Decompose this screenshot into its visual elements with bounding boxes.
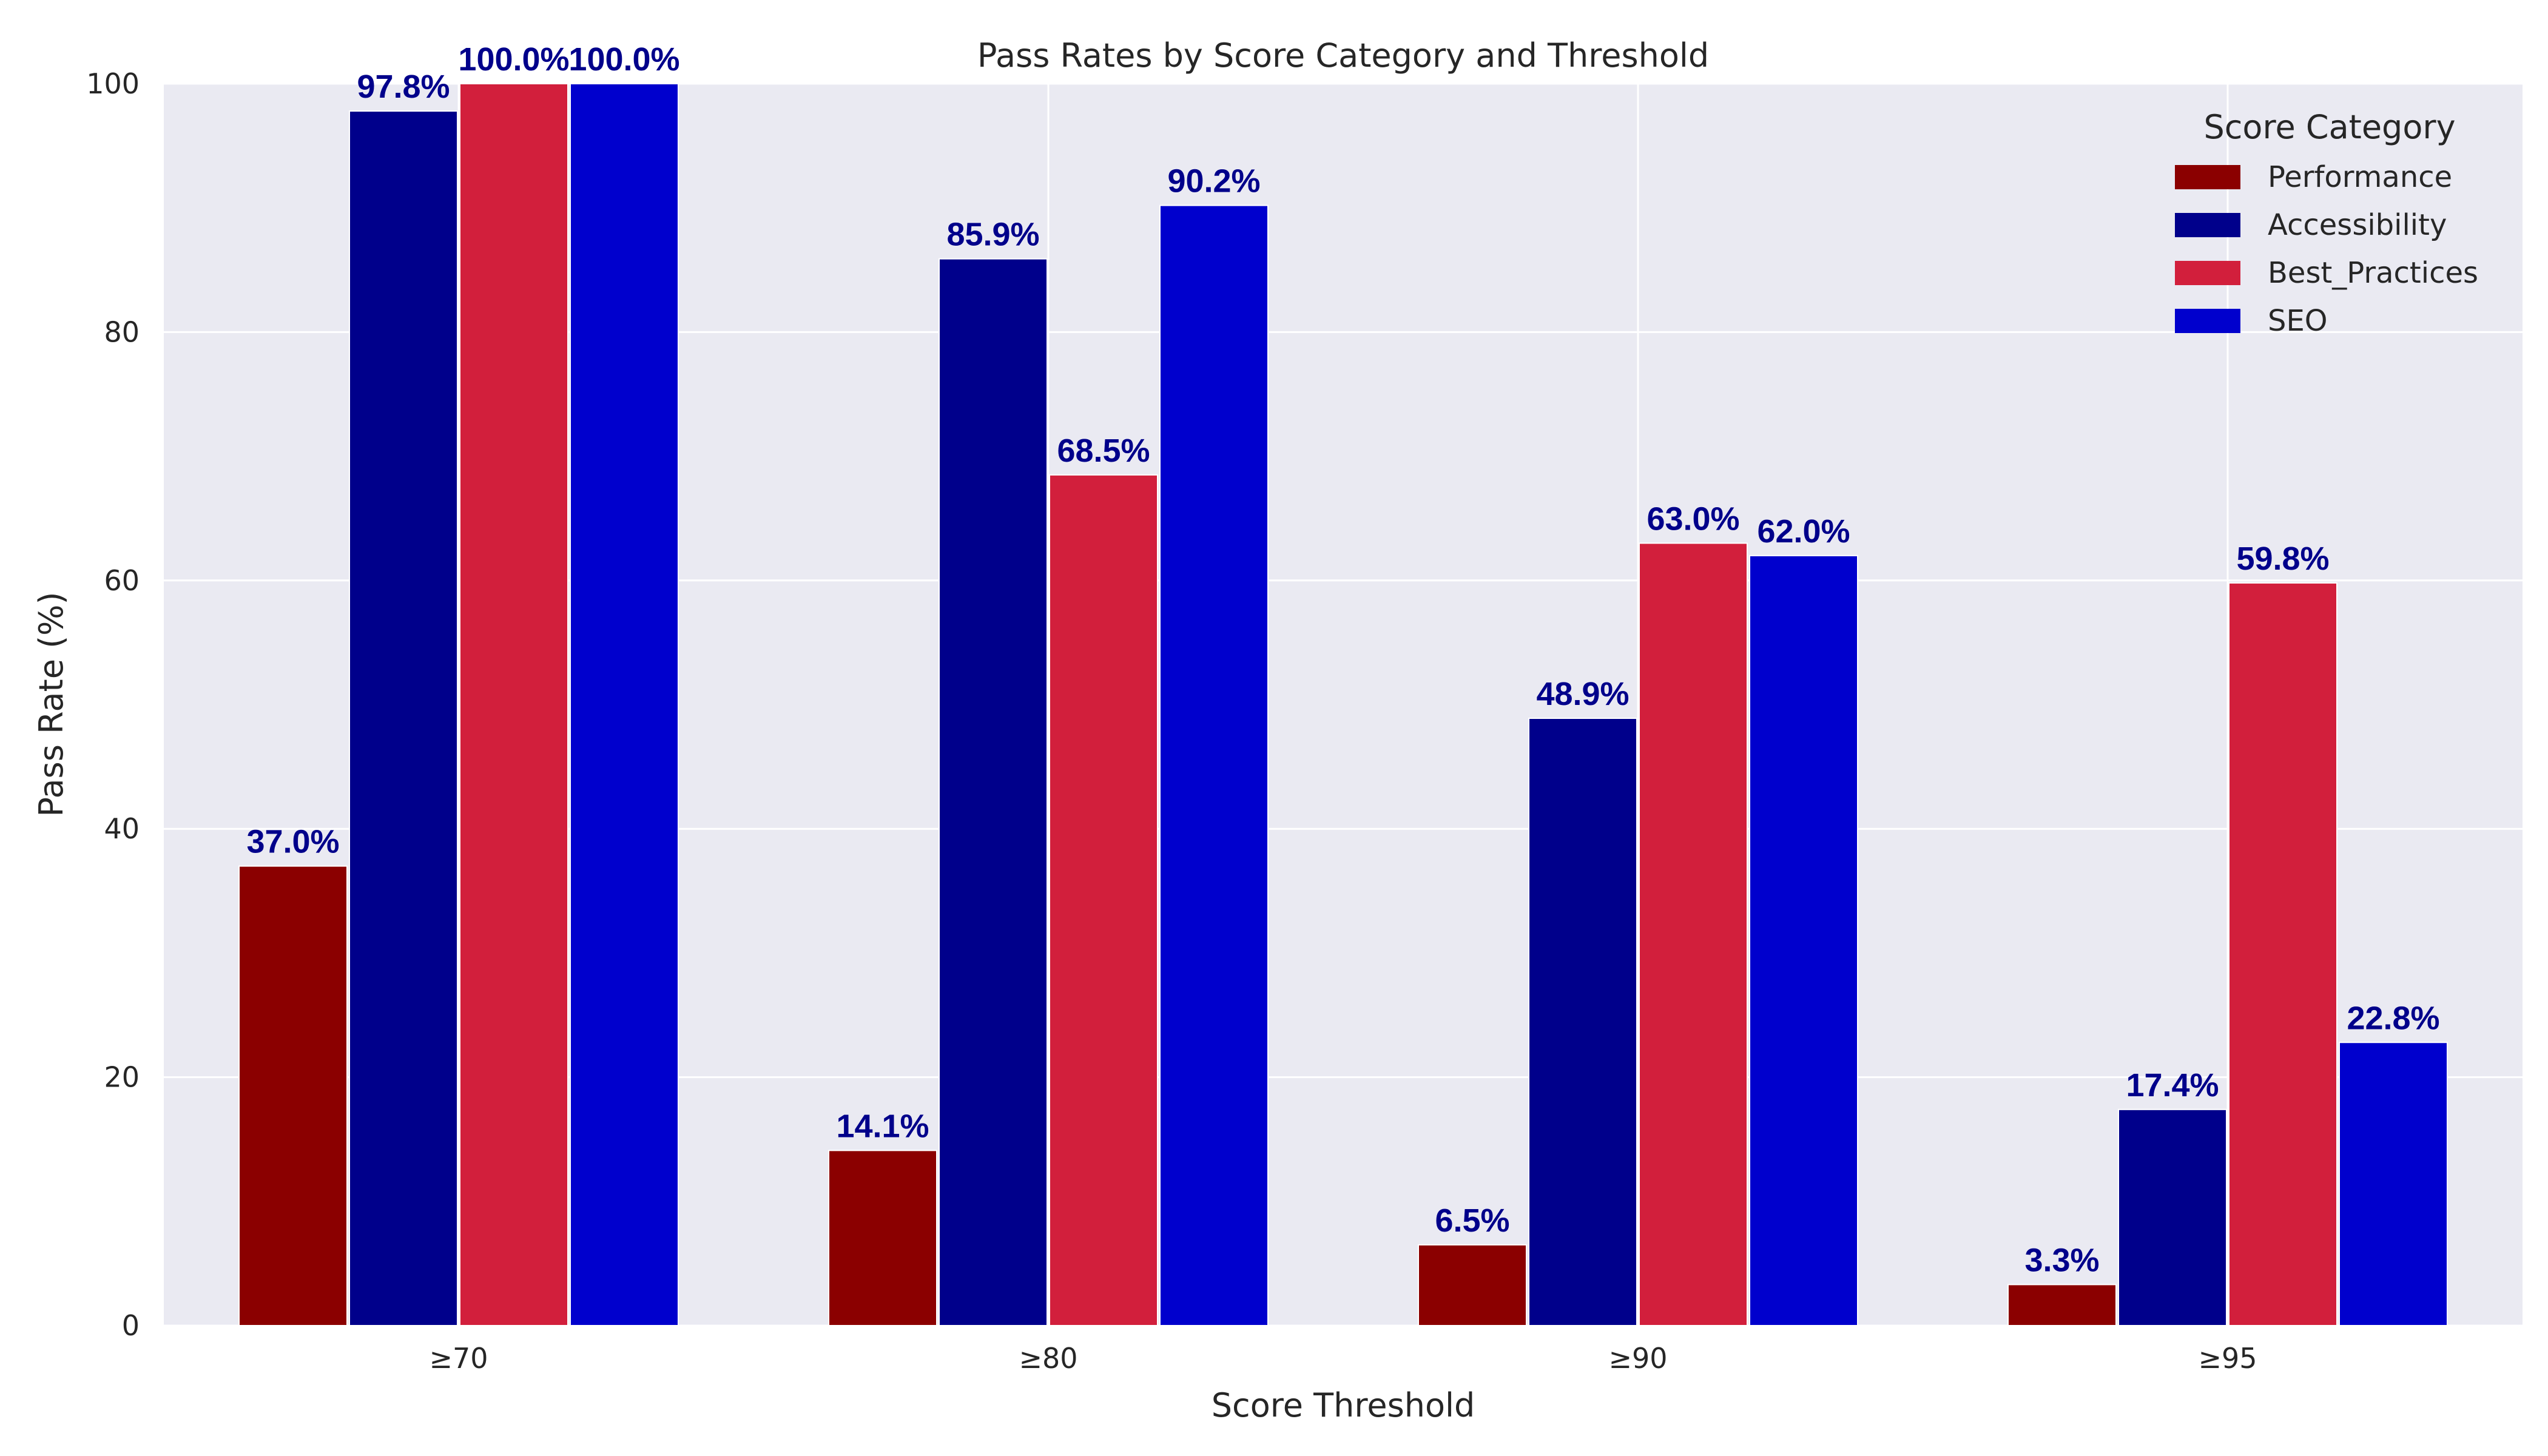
- bar-seo-0: [570, 83, 679, 1326]
- data-label: 48.9%: [1536, 676, 1629, 712]
- x-tick-label: ≥95: [2198, 1342, 2257, 1375]
- data-label: 3.3%: [2024, 1242, 2099, 1278]
- data-label: 59.8%: [2236, 541, 2329, 577]
- bars: [238, 83, 2448, 1327]
- data-label: 63.0%: [1646, 500, 1739, 537]
- y-axis-ticks: 0 20 40 60 80 100: [86, 67, 140, 1342]
- bar-accessibility-2: [1528, 718, 1637, 1326]
- legend-swatch: [2175, 261, 2240, 285]
- bar-best-practices-0: [459, 83, 568, 1326]
- x-tick-label: ≥80: [1019, 1342, 1077, 1375]
- y-axis-label: Pass Rate (%): [32, 592, 70, 817]
- legend-label: Performance: [2268, 160, 2452, 194]
- data-label: 100.0%: [568, 41, 679, 78]
- legend-label: Best_Practices: [2268, 256, 2478, 290]
- data-label: 22.8%: [2347, 1000, 2439, 1036]
- x-axis-ticks: ≥70 ≥80 ≥90 ≥95: [429, 1342, 2257, 1375]
- legend-swatch: [2175, 213, 2240, 237]
- y-tick-label: 60: [104, 564, 140, 597]
- y-tick-label: 100: [86, 67, 140, 100]
- x-tick-label: ≥70: [429, 1342, 488, 1375]
- bar-seo-3: [2339, 1042, 2448, 1327]
- bar-performance-1: [828, 1150, 937, 1327]
- data-label: 100.0%: [458, 41, 569, 78]
- data-label: 6.5%: [1435, 1202, 1509, 1239]
- legend-swatch: [2175, 165, 2240, 189]
- bar-best-practices-1: [1049, 474, 1158, 1326]
- y-tick-label: 40: [104, 812, 140, 845]
- bar-performance-3: [2007, 1284, 2117, 1326]
- y-tick-label: 0: [122, 1309, 140, 1342]
- y-tick-label: 20: [104, 1061, 140, 1094]
- data-label: 68.5%: [1057, 433, 1150, 469]
- legend: Score Category Performance Accessibility B…: [2175, 108, 2478, 338]
- legend-swatch: [2175, 309, 2240, 333]
- bar-seo-2: [1749, 554, 1858, 1326]
- data-labels: 37.0% 14.1% 6.5% 3.3% 97.8% 85.9% 48.9% 17.4% 10…: [246, 41, 2439, 1278]
- chart-title: Pass Rates by Score Category and Thresho…: [977, 36, 1709, 75]
- x-tick-label: ≥90: [1608, 1342, 1667, 1375]
- bar-best-practices-3: [2228, 582, 2337, 1326]
- y-tick-label: 80: [104, 315, 140, 348]
- bar-best-practices-2: [1639, 542, 1748, 1326]
- data-label: 14.1%: [836, 1108, 929, 1144]
- data-label: 85.9%: [946, 217, 1039, 253]
- data-label: 37.0%: [246, 824, 339, 860]
- legend-label: Accessibility: [2268, 208, 2447, 242]
- data-label: 17.4%: [2126, 1067, 2219, 1104]
- x-axis-label: Score Threshold: [1212, 1386, 1475, 1424]
- bar-seo-1: [1159, 204, 1269, 1327]
- legend-label: SEO: [2268, 304, 2328, 338]
- legend-title: Score Category: [2203, 108, 2455, 146]
- bar-performance-2: [1418, 1244, 1527, 1327]
- data-label: 97.8%: [357, 69, 450, 105]
- data-label: 62.0%: [1757, 513, 1850, 550]
- bar-performance-0: [238, 865, 348, 1326]
- bar-accessibility-1: [939, 258, 1048, 1327]
- bar-accessibility-3: [2118, 1108, 2227, 1327]
- bar-accessibility-0: [349, 110, 458, 1326]
- data-label: 90.2%: [1167, 163, 1260, 200]
